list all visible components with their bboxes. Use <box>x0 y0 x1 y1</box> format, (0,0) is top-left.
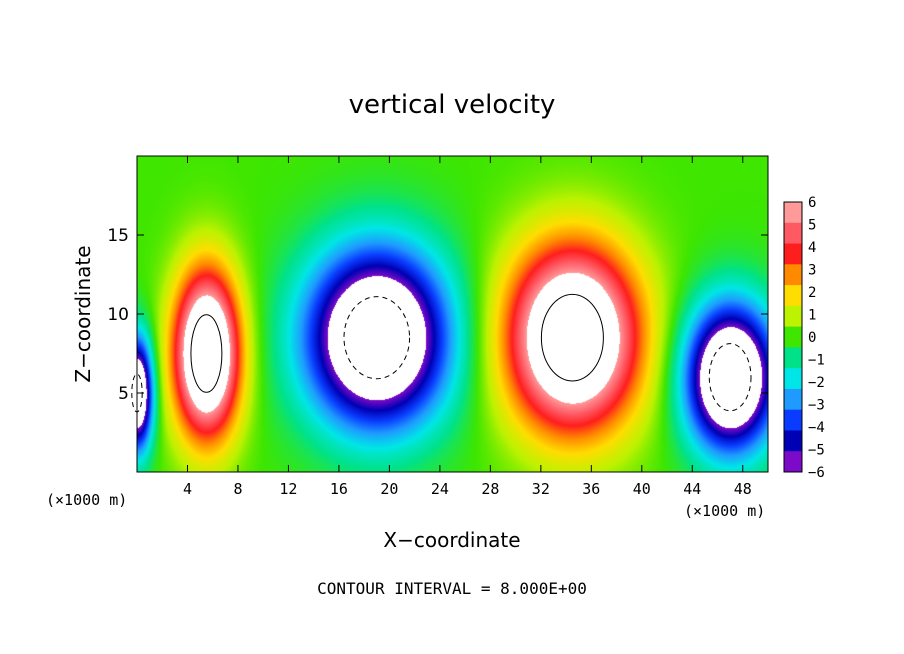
x-unit-left: (×1000 m) <box>46 491 127 509</box>
colorbar-label: 6 <box>808 195 816 211</box>
colorbar-label: −4 <box>808 420 825 436</box>
x-tick-label: 44 <box>683 480 701 498</box>
colorbar-label: 1 <box>808 308 816 324</box>
colorbar-swatch <box>784 222 802 245</box>
colorbar-label: 2 <box>808 285 816 301</box>
colorbar-swatch <box>784 202 802 224</box>
velocity-field <box>137 156 768 472</box>
colorbar-label: −2 <box>808 375 825 391</box>
colorbar-label: 3 <box>808 263 816 279</box>
colorbar-label: 4 <box>808 240 816 256</box>
colorbar-swatch <box>784 305 802 328</box>
colorbar: 6 5 4 3 2 1 0 −1 −2 −3 −4 −5 −6 <box>783 195 825 481</box>
colorbar-swatch <box>784 347 802 369</box>
colorbar-swatch <box>784 285 802 307</box>
x-axis-label: X−coordinate <box>383 528 520 552</box>
colorbar-swatch <box>784 388 802 411</box>
colorbar-swatch <box>784 409 802 431</box>
contour-downdraft-4 <box>708 343 752 412</box>
contour-downdraft-2 <box>343 296 411 380</box>
y-tick-label: 10 <box>107 305 129 325</box>
x-tick-label: 28 <box>481 480 499 498</box>
colorbar-label: −3 <box>808 398 825 414</box>
x-tick-label: 48 <box>734 480 752 498</box>
colorbar-swatch <box>784 326 802 348</box>
colorbar-frame <box>783 201 803 473</box>
colorbar-label: −6 <box>808 465 825 481</box>
x-unit-right: (×1000 m) <box>684 502 765 520</box>
y-axis-label: Z−coordinate <box>71 245 95 382</box>
colorbar-swatch <box>784 451 802 473</box>
x-tick-label: 20 <box>380 480 398 498</box>
colorbar-swatch <box>784 243 802 265</box>
colorbar-label: 5 <box>808 218 816 234</box>
y-tick-label: 5 <box>118 384 129 404</box>
x-tick-label: 24 <box>431 480 449 498</box>
contour-updraft-3 <box>540 293 604 382</box>
x-tick-label: 32 <box>532 480 550 498</box>
x-tick-label: 40 <box>633 480 651 498</box>
colorbar-swatch <box>784 368 802 390</box>
y-tick-label: 15 <box>107 226 129 246</box>
colorbar-label: −5 <box>808 443 825 459</box>
colorbar-swatch <box>784 430 802 452</box>
colorbar-label: 0 <box>808 330 816 346</box>
contour-updraft-1 <box>190 314 223 393</box>
y-axis-ticks: 5 10 15 <box>107 226 768 404</box>
x-tick-label: 12 <box>279 480 297 498</box>
colorbar-swatch <box>784 264 802 286</box>
x-axis-ticks: 4 8 12 16 20 24 28 32 36 40 44 48 <box>183 156 752 498</box>
colorbar-label: −1 <box>808 353 825 369</box>
x-tick-label: 36 <box>582 480 600 498</box>
x-tick-label: 8 <box>233 480 242 498</box>
x-tick-label: 4 <box>183 480 192 498</box>
x-tick-label: 16 <box>330 480 348 498</box>
contour-interval-footer: CONTOUR INTERVAL = 8.000E+00 <box>317 579 587 598</box>
chart-title: vertical velocity <box>349 90 556 120</box>
